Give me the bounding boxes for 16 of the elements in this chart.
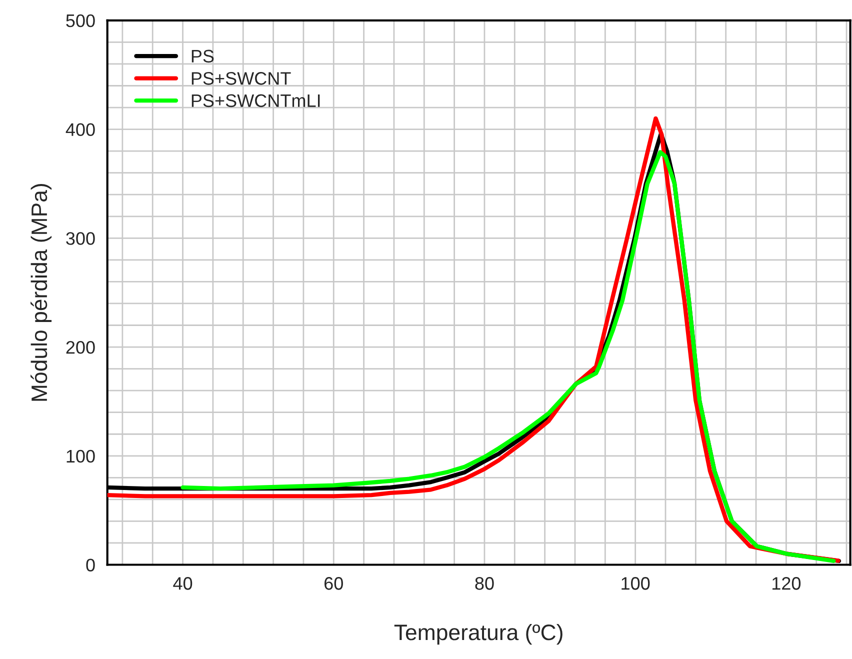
- y-tick-label: 500: [66, 14, 95, 28]
- legend-label: PS+SWCNT: [192, 72, 291, 85]
- y-tick-label: 100: [66, 450, 95, 463]
- x-tick-label: 80: [475, 577, 494, 590]
- y-tick-label: 400: [66, 123, 95, 136]
- x-axis-title: Temperatura (ºC): [394, 624, 562, 645]
- x-tick-label: 100: [622, 577, 650, 590]
- x-tick-label: 40: [173, 577, 192, 590]
- y-tick-label: 200: [66, 340, 95, 354]
- y-tick-label: 0: [86, 558, 95, 572]
- legend-label: PS+SWCNTmLI: [192, 94, 320, 108]
- legend-label: PS: [192, 50, 214, 63]
- x-tick-label: 60: [324, 577, 343, 590]
- x-tick-label: 120: [772, 577, 801, 590]
- y-tick-label: 300: [66, 232, 95, 245]
- y-axis-title: Módulo pérdida (MPa): [30, 184, 52, 401]
